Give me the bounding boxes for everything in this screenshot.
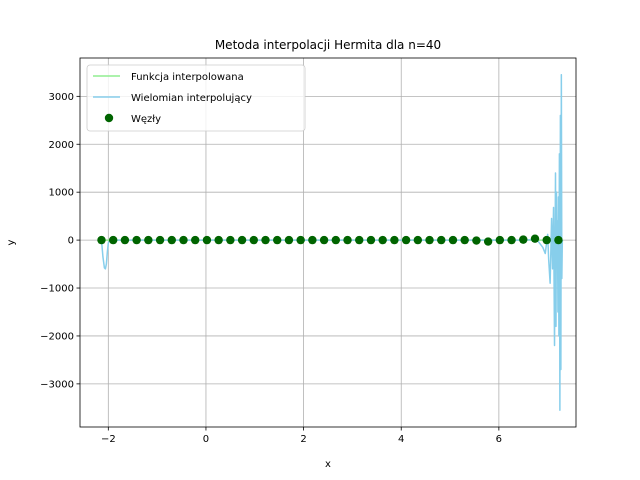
data-point-node: [483, 237, 493, 246]
legend-marker-nodes: [104, 113, 114, 123]
data-point-node: [214, 235, 223, 245]
data-point-node: [401, 235, 411, 245]
data-point-node: [191, 235, 200, 245]
data-point-node: [108, 235, 118, 245]
data-point-node: [472, 236, 481, 245]
plot-series: [97, 74, 564, 411]
data-point-node: [530, 234, 540, 243]
y-tick-label: −1000: [40, 284, 74, 295]
legend-entry-label: Węzły: [131, 114, 161, 125]
data-point-node: [460, 235, 469, 245]
data-point-node: [390, 235, 399, 245]
data-point-node: [495, 235, 505, 245]
data-point-node: [378, 235, 387, 245]
chart-title: Metoda interpolacji Hermita dla n=40: [215, 38, 441, 52]
data-point-node: [296, 235, 305, 245]
legend-entry-label: Wielomian interpolujący: [131, 93, 252, 104]
data-point-node: [319, 235, 329, 245]
data-point-node: [425, 235, 434, 245]
y-tick-label: −3000: [40, 379, 74, 390]
legend: Funkcja interpolowana Wielomian interpolu…: [86, 64, 306, 132]
x-tick-label: −2: [101, 434, 116, 445]
x-tick-label: 0: [203, 434, 209, 445]
data-point-node: [179, 235, 188, 245]
y-axis-label: y: [6, 239, 17, 245]
data-point-node: [366, 235, 376, 245]
y-tick-label: 0: [68, 236, 74, 247]
data-point-node: [448, 235, 458, 245]
x-tick-label: 2: [300, 434, 306, 445]
data-point-node: [226, 235, 235, 245]
data-point-node: [202, 235, 212, 245]
data-point-node: [343, 235, 352, 245]
data-point-node: [237, 235, 247, 245]
data-point-node: [308, 235, 317, 245]
x-tick-label: 6: [496, 434, 502, 445]
data-point-node: [273, 235, 282, 245]
x-axis-label: x: [325, 459, 331, 470]
y-tick-label: 2000: [49, 140, 74, 151]
data-point-node: [144, 235, 153, 245]
y-tick-label: 3000: [49, 92, 74, 103]
data-point-node: [355, 235, 364, 245]
data-point-node: [120, 235, 130, 245]
data-point-node: [507, 235, 516, 245]
axes-frame: [79, 57, 577, 428]
data-point-node: [519, 235, 528, 244]
data-point-node: [331, 235, 341, 245]
data-point-node: [132, 235, 141, 245]
data-point-node: [249, 235, 258, 245]
data-point-node: [542, 235, 551, 245]
data-point-node: [437, 235, 446, 245]
data-point-node: [554, 235, 563, 245]
data-point-node: [97, 235, 106, 245]
data-point-node: [284, 235, 294, 245]
data-point-node: [167, 235, 176, 245]
y-tick-label: 1000: [49, 188, 74, 199]
x-tick-label: 4: [398, 434, 404, 445]
y-tick-label: −2000: [40, 331, 74, 342]
data-point-node: [155, 235, 165, 245]
axis-ticks: −2 0 2 4 6 −3000 −2000 −1000 0 1000 2000 3000: [40, 92, 502, 445]
legend-entry-label: Funkcja interpolowana: [131, 72, 244, 83]
legend-box: [86, 64, 306, 132]
data-point-node: [261, 235, 270, 245]
data-point-node: [413, 235, 423, 245]
